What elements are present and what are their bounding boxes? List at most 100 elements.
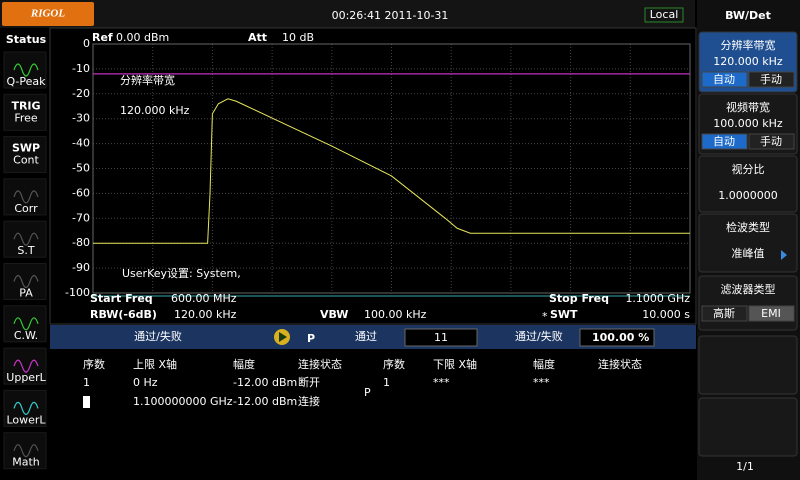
pf-ratio-label: 通过/失败 [515, 329, 563, 343]
table-cell: 连接 [298, 395, 320, 408]
y-tick-label: -100 [65, 286, 90, 299]
mode: Local [650, 8, 679, 21]
table-header: 连接状态 [298, 357, 342, 371]
table-cell: 2 [83, 395, 90, 408]
ref-value: 0.00 dBm [116, 31, 169, 44]
status-icon [13, 359, 39, 373]
status-item-bg[interactable] [3, 305, 47, 343]
table-cell: -12.00 dBm [233, 376, 297, 389]
param-label: VBW [320, 308, 348, 321]
status-item-title: SWP [12, 142, 40, 155]
menu-button[interactable] [698, 213, 798, 273]
menu-option-label: 自动 [713, 73, 735, 86]
menu-label: 滤波器类型 [721, 282, 776, 296]
menu-title: BW/Det [725, 9, 771, 22]
param-value: 600.00 MHz [171, 292, 237, 305]
ratio-box [579, 328, 655, 347]
menu-option[interactable] [748, 133, 795, 150]
param-value: 100.00 kHz [364, 308, 427, 321]
y-tick-label: -20 [72, 87, 90, 100]
menu-option[interactable] [701, 133, 748, 150]
pf-pass-label: 通过 [355, 330, 377, 343]
status-icon [13, 274, 39, 289]
status-item-bg[interactable] [3, 51, 47, 89]
status-item-bg[interactable] [3, 263, 47, 300]
status-item-bg[interactable] [3, 93, 47, 131]
menu-option[interactable] [701, 305, 748, 322]
pf-marker: P [364, 386, 371, 399]
menu-button[interactable] [698, 397, 798, 457]
status-item-bg[interactable] [3, 432, 47, 470]
menu-page: 1/1 [736, 460, 754, 473]
menu-value: 120.000 kHz [713, 55, 783, 68]
param-flag: * [542, 310, 548, 323]
run-icon [279, 332, 287, 342]
att-label: Att [248, 31, 267, 44]
param-value: 120.00 kHz [174, 308, 237, 321]
menu-button[interactable] [698, 335, 798, 395]
param-value: 1.1000 GHz [625, 292, 690, 305]
table-header: 幅度 [233, 357, 255, 371]
param-label: Start Freq [90, 292, 153, 305]
menu-option-label: 手动 [760, 134, 782, 148]
annotation: UserKey设置: System, [122, 267, 241, 280]
menu-value: 1.0000000 [718, 189, 778, 202]
annotation: 120.000 kHz [120, 104, 190, 117]
top-bar [0, 0, 695, 28]
plot-border [92, 43, 691, 294]
table-cell: *** [433, 376, 450, 389]
status-item-bg[interactable] [3, 220, 47, 258]
menu-option-label: 高斯 [713, 306, 735, 320]
y-tick-label: -90 [72, 261, 90, 274]
table-header: 连接状态 [598, 357, 642, 371]
pf-title: 通过/失败 [134, 329, 182, 343]
pf-pass-count: 11 [434, 331, 448, 344]
status-item-bg[interactable] [3, 136, 47, 174]
menu-label: 分辨率带宽 [721, 38, 776, 52]
ref-label: Ref [92, 31, 113, 44]
menu-value: 100.000 kHz [713, 117, 783, 130]
menu-value: 准峰值 [732, 247, 765, 260]
status-item-label: Cont [13, 154, 39, 167]
status-item-bg[interactable] [3, 347, 47, 385]
status-item-bg[interactable] [3, 389, 47, 427]
att-value: 10 dB [282, 31, 314, 44]
menu-label: 检波类型 [726, 220, 770, 234]
status-item-label: LowerL [6, 413, 46, 426]
menu-option[interactable] [701, 71, 748, 88]
param-label: RBW(-6dB) [90, 308, 157, 321]
table-header: 上限 X轴 [133, 357, 177, 371]
display-frame [49, 27, 697, 325]
status-item-label: UpperL [6, 371, 46, 384]
y-tick-label: -70 [72, 211, 90, 224]
logo-box [2, 2, 94, 26]
pf-ratio: 100.00 % [592, 331, 649, 344]
menu-option-label: 手动 [760, 72, 782, 86]
param-label: Stop Freq [549, 292, 609, 305]
status-item-label: PA [19, 287, 33, 300]
y-tick-label: -60 [72, 186, 90, 199]
status-item-label: Corr [14, 202, 38, 215]
status-title: Status [6, 33, 47, 46]
menu-option[interactable] [748, 71, 795, 88]
status-item-label: Q-Peak [6, 75, 46, 88]
annotation: 分辨率带宽 [120, 73, 175, 87]
table-cell: 断开 [298, 375, 320, 389]
menu-button[interactable] [698, 155, 798, 213]
menu-option-label: 自动 [713, 135, 735, 148]
datetime: 00:26:41 2011-10-31 [332, 9, 449, 22]
status-item-bg[interactable] [3, 178, 47, 216]
table-header: 序数 [383, 357, 405, 371]
table-cell: 1.100000000 GHz [133, 395, 233, 408]
menu-label: 视频带宽 [726, 100, 770, 114]
status-item-label: Free [14, 111, 38, 124]
param-label: SWT [550, 308, 578, 321]
y-tick-label: -40 [72, 137, 90, 150]
table-header: 序数 [83, 357, 105, 371]
y-tick-label: 0 [83, 37, 90, 50]
table-cell: 0 Hz [133, 376, 158, 389]
menu-option[interactable] [748, 305, 795, 322]
trace [93, 98, 690, 244]
status-icon [13, 444, 39, 458]
